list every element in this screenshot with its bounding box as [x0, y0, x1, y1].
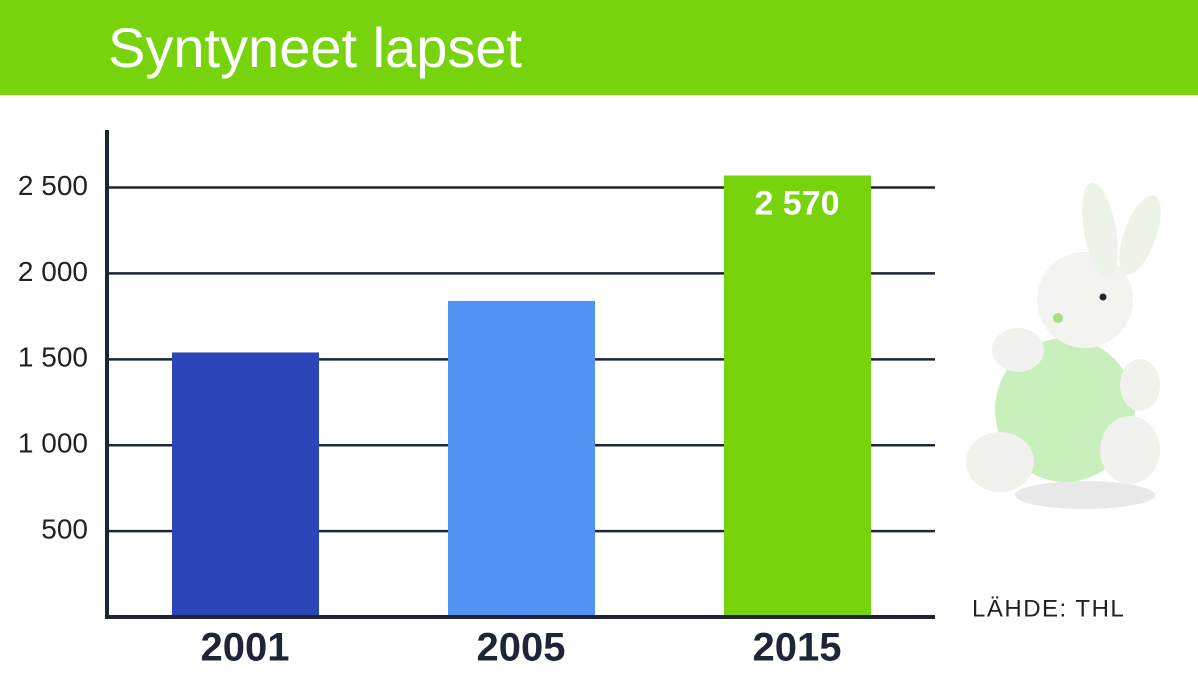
- x-tick-label: 2001: [201, 626, 290, 670]
- source: LÄHDE: THL: [972, 595, 1125, 622]
- y-tick-label: 1 500: [18, 342, 88, 373]
- y-tick-label: 500: [41, 513, 88, 544]
- y-tick-label: 2 500: [18, 170, 88, 201]
- bar: [448, 300, 595, 617]
- bunny-illustration: [966, 182, 1161, 509]
- y-tick-label: 2 000: [18, 256, 88, 287]
- data-label: 2 570: [754, 184, 839, 222]
- chart-title: Syntyneet lapset: [108, 16, 522, 79]
- bar: [724, 175, 871, 617]
- x-tick-label: 2015: [753, 626, 842, 670]
- title-banner: [0, 0, 1198, 95]
- bar: [172, 352, 319, 617]
- x-tick-label: 2005: [477, 626, 566, 670]
- y-tick-label: 1 000: [18, 428, 88, 459]
